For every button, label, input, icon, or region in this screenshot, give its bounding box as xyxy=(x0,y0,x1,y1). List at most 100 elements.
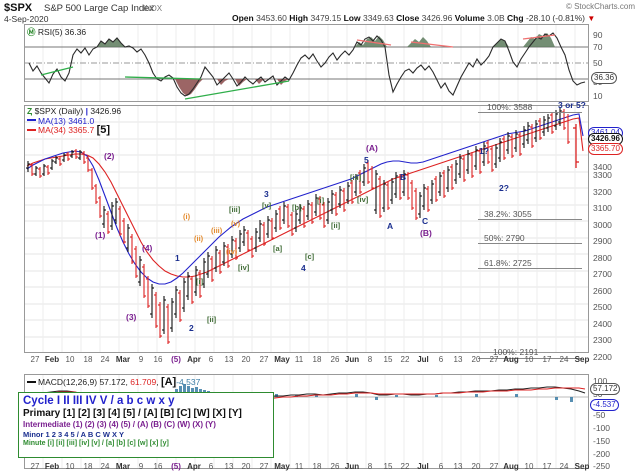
date-tick-8: 8 xyxy=(367,462,373,471)
wave-label-C-30: C xyxy=(422,216,429,226)
wave-label-2-1: (2) xyxy=(104,151,115,161)
wave-label-1-2: (1) xyxy=(95,230,106,240)
wave-label-iv-10: [iv] xyxy=(238,263,250,272)
date-tick-18: 18 xyxy=(312,462,322,471)
wave-label-iii-9: [iii] xyxy=(229,205,241,214)
wave-label-B-29: B xyxy=(400,172,407,182)
change-value: -28.10 (-0.81%) xyxy=(525,13,586,23)
date-tick-27: 27 xyxy=(259,355,269,364)
wave-label-iii-19: (iii) xyxy=(211,226,223,235)
low-label: Low xyxy=(343,13,361,23)
price-tick-3000: 3000 xyxy=(593,220,612,230)
wave-label-A-27: (A) xyxy=(366,143,378,153)
volume-value: 3.0B xyxy=(487,13,505,23)
ma13-swatch-icon xyxy=(27,119,36,122)
change-down-icon: ▼ xyxy=(587,14,596,23)
rsi-tick-10: 10 xyxy=(593,91,603,101)
chart-header: $SPX S&P 500 Large Cap Index INDX 4-Sep-… xyxy=(0,0,639,24)
wave-label-4-14: 4 xyxy=(301,263,306,273)
date-tick-17: 17 xyxy=(542,355,552,364)
price-tick-2500: 2500 xyxy=(593,302,612,312)
date-tick-Feb: Feb xyxy=(44,355,60,364)
ma13-legend: MA(13) 3461.0 xyxy=(27,115,121,127)
date-tick-Sep: Sep xyxy=(574,462,590,471)
rsi-tick-50: 50 xyxy=(593,58,603,68)
macd-label: MACD(12,26,9) xyxy=(38,377,98,387)
wave-label-iv-25: [iv] xyxy=(357,195,369,204)
rsi-indicator-icon: Ⓜ xyxy=(27,27,36,37)
date-tick-16: 16 xyxy=(153,462,163,471)
fib-line-382 xyxy=(478,219,582,220)
price-tick-2700: 2700 xyxy=(593,269,612,279)
date-tick-27: 27 xyxy=(489,462,499,471)
date-tick-Jul: Jul xyxy=(417,355,429,364)
wave-label-5-26: 5 xyxy=(364,155,369,165)
wave-label-A-28: A xyxy=(387,221,394,231)
date-tick-24: 24 xyxy=(100,355,110,364)
price-tick-3100: 3100 xyxy=(593,203,612,213)
open-value: 3453.60 xyxy=(256,13,287,23)
wave-label-iii-24: [iii] xyxy=(350,173,362,182)
wave-label-a-13: [a] xyxy=(273,244,283,253)
ma13-value: 3461.0 xyxy=(68,115,95,126)
fib-label-50: 50%: 2790 xyxy=(484,233,525,243)
wave-label-B-31: (B) xyxy=(420,228,432,238)
fib-label-618: 61.8%: 2725 xyxy=(484,258,532,268)
price-legend-symbol-line: Ⱬ $SPX (Daily) | 3426.96 xyxy=(27,106,121,117)
date-tick-11: 11 xyxy=(294,355,304,364)
macd-tick-m200: -200 xyxy=(593,449,611,459)
price-legend-symbol: $SPX (Daily) xyxy=(34,106,84,116)
wave-label-ii-18: (ii) xyxy=(194,234,204,243)
price-tick-3400: 3400 xyxy=(593,162,612,172)
price-tick-3300: 3300 xyxy=(593,170,612,180)
ma34-legend: MA(34) 3365.7 [5] xyxy=(27,125,121,136)
date-tick-5: (5) xyxy=(171,355,181,364)
price-tick-2400: 2400 xyxy=(593,319,612,329)
ma34-price-badge: 3365.70 xyxy=(588,143,623,155)
change-label: Chg xyxy=(507,13,524,23)
ma13-label: MA(13) xyxy=(38,115,66,126)
price-panel xyxy=(24,105,589,353)
price-tick-2800: 2800 xyxy=(593,253,612,263)
wave-label-c-16: [c] xyxy=(305,252,315,261)
date-tick-20: 20 xyxy=(471,355,481,364)
date-tick-18: 18 xyxy=(83,355,93,364)
date-tick-13: 13 xyxy=(224,462,234,471)
date-tick-16: 16 xyxy=(153,355,163,364)
date-tick-Apr: Apr xyxy=(187,462,201,471)
date-tick-10: 10 xyxy=(524,462,534,471)
price-cursor-icon: | xyxy=(85,106,88,116)
price-tick-2900: 2900 xyxy=(593,236,612,246)
date-tick-6: 6 xyxy=(438,462,444,471)
date-axis: 27 Feb 10 18 24 Mar 9 16 (5) Apr 6 13 20 27 May 11 18 26 J… xyxy=(24,355,590,369)
exchange-tag: INDX xyxy=(143,4,163,13)
wave-label-ii-23: [ii] xyxy=(331,221,341,230)
wave-label-2-33: 2? xyxy=(499,183,509,193)
date-tick-20: 20 xyxy=(471,462,481,471)
wave-label-3or5-0: 3 or 5? xyxy=(558,100,586,110)
date-tick-Jun: Jun xyxy=(344,462,360,471)
date-tick-20: 20 xyxy=(241,462,251,471)
date-tick-Feb: Feb xyxy=(44,462,60,471)
low-value: 3349.63 xyxy=(362,13,394,23)
close-value: 3426.96 xyxy=(421,13,453,23)
price-tick-2200: 2200 xyxy=(593,352,612,362)
wave-label-i-7: [i] xyxy=(196,277,204,286)
fib-label-382: 38.2%: 3055 xyxy=(484,209,532,219)
date-tick-13: 13 xyxy=(453,355,463,364)
fib-label-100-high: 100%: 3588 xyxy=(487,102,533,112)
legend-primary-degree: Primary [1] [2] [3] [4] [5] / [A] [B] [C… xyxy=(23,408,242,419)
date-tick-18: 18 xyxy=(83,462,93,471)
open-label: Open xyxy=(232,13,254,23)
date-tick-6: 6 xyxy=(438,355,444,364)
elliott-wave-legend-box: Cycle I II III IV V / a b c w x y Primar… xyxy=(18,392,274,458)
macd-value-2: 61.709 xyxy=(130,377,157,387)
date-tick-17: 17 xyxy=(542,462,552,471)
date-tick-13: 13 xyxy=(224,355,234,364)
quote-summary: Open 3453.60 High 3479.15 Low 3349.63 Cl… xyxy=(232,13,595,23)
rsi-legend-text: RSI(5) 36.36 xyxy=(37,27,87,37)
date-tick-10: 10 xyxy=(524,355,534,364)
date-tick-Mar: Mar xyxy=(115,355,131,364)
high-value: 3479.15 xyxy=(310,13,342,23)
date-tick-27: 27 xyxy=(489,355,499,364)
